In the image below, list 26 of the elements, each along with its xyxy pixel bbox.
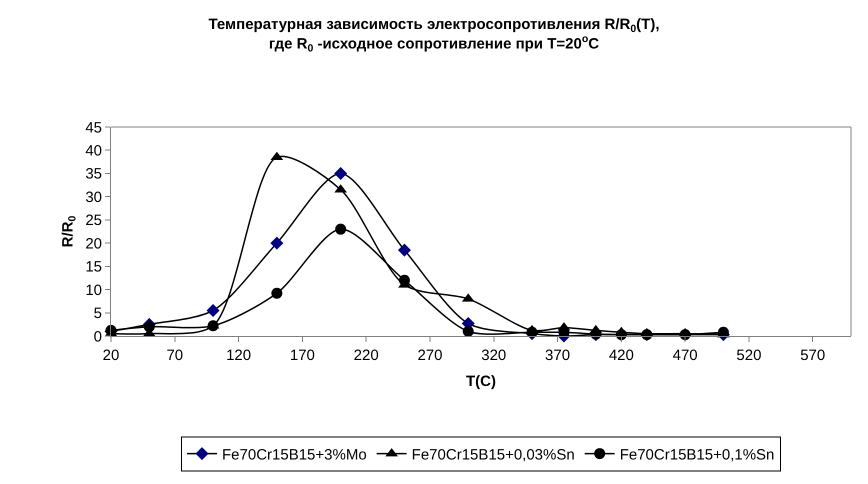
legend-label: Fe70Cr15B15+0,1%Sn — [620, 446, 774, 464]
y-tick-label: 25 — [85, 212, 102, 230]
y-tick-label: 0 — [94, 328, 102, 346]
y-tick-label: 40 — [85, 142, 102, 160]
x-tick-label: 220 — [354, 347, 379, 364]
x-tick-label: 520 — [736, 347, 762, 364]
y-tick-label: 45 — [85, 119, 102, 136]
y-tick-label: 10 — [85, 282, 102, 299]
x-tick-label: 170 — [290, 347, 315, 364]
x-tick-label: 470 — [672, 347, 698, 364]
chart-title: Температурная зависимость электросопротивления R/R$_{0}$(T), где R$_{0}$ -исходное сопротивление при T=20$^{o}$C — [208, 16, 660, 55]
x-tick-label: 320 — [481, 347, 506, 364]
x-tick-label: 70 — [166, 347, 184, 364]
y-tick-label: 15 — [85, 258, 102, 276]
x-tick-label: 120 — [226, 347, 252, 364]
x-tick-label: 270 — [417, 347, 442, 364]
x-tick-label: 570 — [800, 347, 826, 364]
y-tick-label: 5 — [94, 305, 102, 322]
y-tick-label: 35 — [85, 166, 102, 183]
x-tick-label: 420 — [608, 347, 634, 364]
y-tick-label: 30 — [85, 188, 102, 206]
x-tick-label: 370 — [545, 347, 570, 364]
x-axis-title: T(C) — [466, 373, 496, 390]
legend-label: Fe70Cr15B15+3%Mo — [222, 446, 367, 464]
legend-label: Fe70Cr15B15+0,03%Sn — [412, 446, 575, 464]
y-tick-label: 20 — [85, 235, 102, 252]
